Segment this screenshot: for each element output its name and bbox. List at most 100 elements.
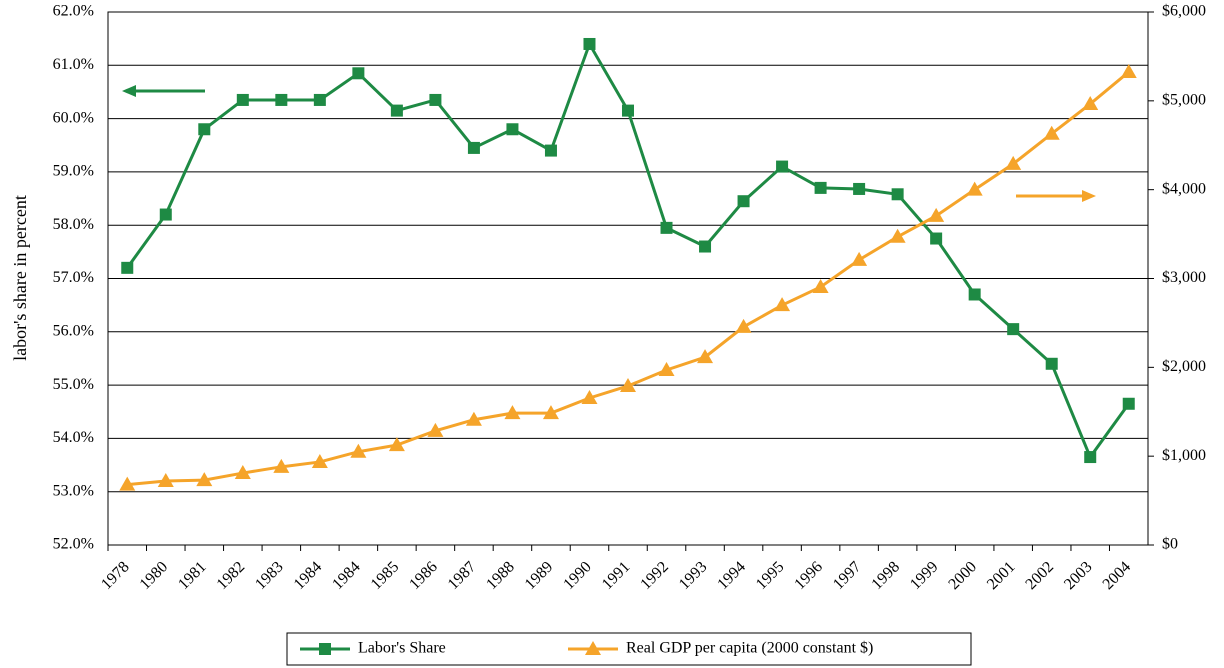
point-marker — [390, 104, 403, 117]
point-marker — [1007, 323, 1020, 336]
x-tick-label: 1998 — [868, 558, 903, 593]
point-marker — [1005, 155, 1022, 170]
y2-tick-label: $6,000 — [1162, 3, 1206, 20]
x-tick-label: 2001 — [984, 558, 1019, 593]
plot-frame — [107, 11, 1149, 546]
point-marker — [1122, 397, 1135, 410]
point-marker — [273, 458, 290, 473]
legend-marker — [319, 643, 331, 655]
x-tick-label: 1997 — [830, 558, 865, 593]
x-tick-label: 1989 — [522, 558, 557, 593]
point-marker — [928, 207, 945, 222]
y-tick-label: 55.0% — [53, 376, 94, 393]
y2-tick-label: $0 — [1162, 536, 1178, 553]
point-marker — [930, 232, 943, 245]
point-marker — [352, 67, 365, 80]
point-marker — [735, 318, 752, 333]
point-marker — [427, 422, 444, 437]
point-marker — [1084, 451, 1097, 464]
point-marker — [504, 405, 521, 420]
point-marker — [467, 141, 480, 154]
y-axis-label: labor's share in percent — [10, 195, 30, 361]
point-marker — [1120, 63, 1137, 78]
point-marker — [581, 389, 598, 404]
x-tick-label: 1994 — [714, 558, 749, 593]
point-marker — [660, 221, 673, 234]
right-arrow — [1016, 190, 1096, 202]
y-tick-label: 61.0% — [53, 56, 94, 73]
point-marker — [198, 123, 211, 136]
point-marker — [1082, 95, 1099, 110]
point-marker — [620, 377, 636, 392]
x-tick-label: 1999 — [907, 558, 942, 593]
point-marker — [196, 472, 213, 487]
point-marker — [697, 349, 714, 364]
y-tick-label: 62.0% — [53, 3, 94, 20]
point-marker — [774, 297, 791, 312]
point-marker — [157, 473, 174, 488]
x-tick-label: 1991 — [599, 558, 634, 593]
x-tick-label: 1986 — [406, 558, 441, 593]
x-tick-label: 1983 — [252, 558, 287, 593]
point-marker — [776, 160, 789, 173]
x-tick-label: 1982 — [214, 558, 249, 593]
legend-marker — [585, 641, 601, 655]
x-tick-label: 1984 — [329, 558, 364, 593]
point-marker — [544, 144, 557, 157]
left-arrow — [122, 85, 205, 97]
y2-tick-label: $4,000 — [1162, 180, 1206, 197]
y-tick-label: 56.0% — [53, 322, 94, 339]
point-marker — [966, 181, 983, 196]
point-marker — [814, 181, 827, 194]
y-tick-label: 58.0% — [53, 216, 94, 233]
legend-label: Labor's Share — [358, 640, 446, 657]
point-marker — [622, 104, 634, 117]
y-tick-label: 53.0% — [53, 482, 94, 499]
y-tick-label: 60.0% — [53, 109, 94, 126]
x-tick-label: 1990 — [560, 558, 595, 593]
x-tick-label: 1984 — [291, 558, 326, 593]
point-marker — [699, 240, 712, 253]
x-tick-label: 1985 — [368, 558, 403, 593]
x-tick-label: 1978 — [98, 558, 133, 593]
x-tick-label: 1992 — [637, 558, 672, 593]
legend-box — [286, 632, 972, 666]
y2-tick-label: $2,000 — [1162, 358, 1206, 375]
y-tick-label: 52.0% — [53, 536, 94, 553]
point-marker — [889, 228, 906, 243]
point-marker — [853, 182, 866, 195]
point-marker — [1045, 357, 1058, 370]
y-tick-label: 57.0% — [53, 269, 94, 286]
x-tick-label: 1996 — [791, 558, 826, 593]
point-marker — [465, 411, 482, 426]
point-marker — [506, 123, 519, 136]
y2-tick-label: $1,000 — [1162, 447, 1206, 464]
point-marker — [159, 208, 172, 221]
x-tick-label: 1980 — [137, 558, 172, 593]
x-tick-label: 1981 — [175, 558, 210, 593]
point-marker — [737, 195, 750, 208]
y2-tick-label: $3,000 — [1162, 269, 1206, 286]
point-marker — [350, 443, 367, 458]
y2-tick-label: $5,000 — [1162, 92, 1206, 109]
point-marker — [119, 476, 136, 491]
point-marker — [851, 251, 868, 266]
y-tick-label: 59.0% — [53, 163, 94, 180]
x-tick-label: 1987 — [445, 558, 480, 593]
point-marker — [234, 465, 251, 480]
point-marker — [388, 437, 405, 452]
legend-label: Real GDP per capita (2000 constant $) — [626, 640, 873, 657]
x-tick-label: 1993 — [676, 558, 711, 593]
point-marker — [658, 361, 675, 376]
x-tick-label: 1995 — [753, 558, 788, 593]
point-marker — [429, 93, 442, 106]
point-marker — [236, 93, 249, 106]
point-marker — [542, 405, 559, 420]
point-marker — [891, 188, 904, 201]
point-marker — [583, 37, 596, 50]
point-marker — [275, 93, 288, 106]
point-marker — [1043, 125, 1060, 140]
x-tick-label: 2004 — [1100, 558, 1135, 593]
point-marker — [311, 453, 328, 468]
